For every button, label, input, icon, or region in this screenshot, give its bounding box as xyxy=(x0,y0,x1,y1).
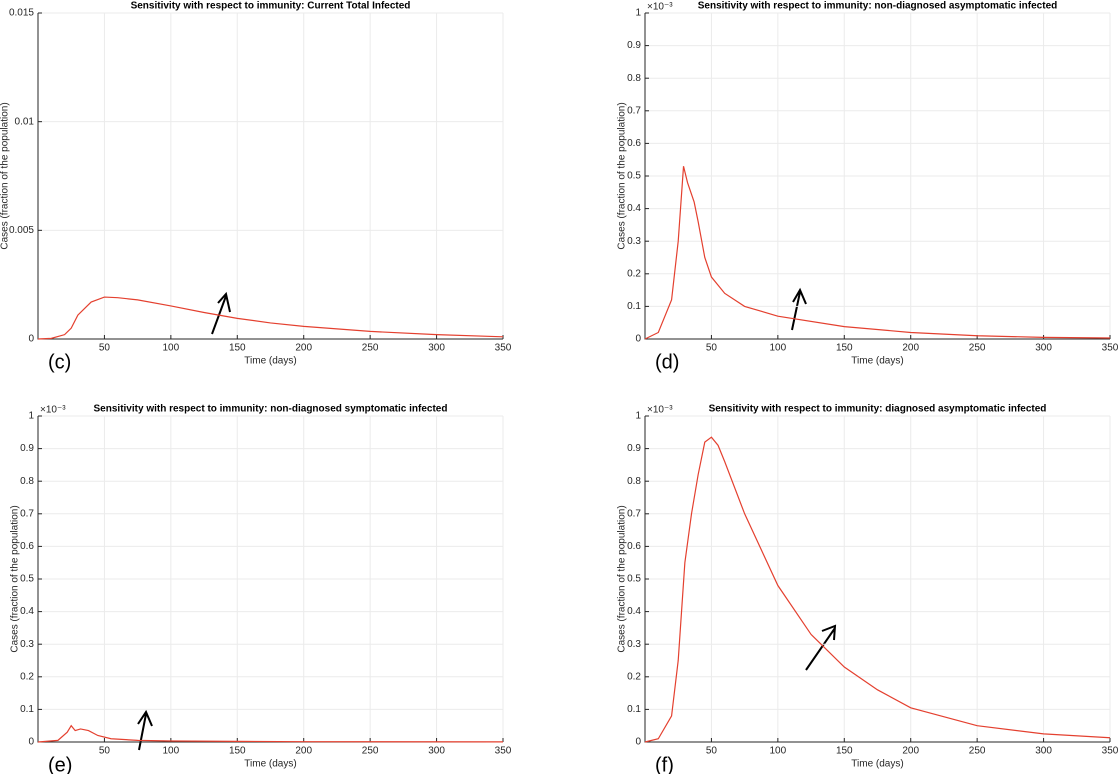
y-tick-label: 0.4 xyxy=(627,203,641,214)
chart-title: Sensitivity with respect to immunity: no… xyxy=(698,1,1058,12)
y-tick-label: 0.005 xyxy=(9,225,34,236)
y-tick-label: 1 xyxy=(635,411,641,422)
x-tick-label: 50 xyxy=(99,343,111,354)
annotation-arrows xyxy=(137,287,837,751)
x-tick-label: 150 xyxy=(229,746,246,757)
x-axis-label: Time (days) xyxy=(244,356,296,367)
x-tick-label: 250 xyxy=(362,746,379,757)
y-axis-label: Cases (fraction of the population) xyxy=(617,505,628,652)
y-tick-label: 0 xyxy=(635,334,641,345)
y-tick-label: 0.8 xyxy=(20,476,34,487)
x-tick-label: 350 xyxy=(1102,746,1118,757)
x-tick-label: 50 xyxy=(99,746,111,757)
x-tick-label: 100 xyxy=(770,343,787,354)
y-multiplier: ×10⁻³ xyxy=(647,405,673,416)
x-tick-label: 250 xyxy=(362,343,379,354)
y-tick-label: 0.9 xyxy=(627,40,641,51)
y-tick-label: 0.6 xyxy=(627,541,641,552)
x-tick-label: 250 xyxy=(969,343,986,354)
y-tick-label: 0.01 xyxy=(15,116,35,127)
y-tick-label: 0 xyxy=(635,737,641,748)
x-tick-label: 200 xyxy=(295,746,312,757)
x-tick-label: 50 xyxy=(706,746,718,757)
data-line xyxy=(644,166,1111,340)
y-tick-label: 0.3 xyxy=(627,236,641,247)
x-tick-label: 150 xyxy=(229,343,246,354)
y-tick-label: 0.1 xyxy=(20,704,34,715)
x-axis-label: Time (days) xyxy=(244,759,296,770)
y-tick-label: 0.2 xyxy=(20,671,34,682)
x-tick-label: 200 xyxy=(295,343,312,354)
panel-label: (d) xyxy=(655,351,679,373)
y-axis-label: Cases (fraction of the population) xyxy=(10,505,21,652)
data-line xyxy=(37,296,504,340)
x-axis-label: Time (days) xyxy=(851,759,903,770)
panel-label: (c) xyxy=(48,351,71,373)
y-tick-label: 0.3 xyxy=(627,639,641,650)
x-tick-label: 50 xyxy=(706,343,718,354)
y-tick-label: 0.3 xyxy=(20,639,34,650)
y-tick-label: 0.1 xyxy=(627,704,641,715)
x-axis-label: Time (days) xyxy=(851,356,903,367)
panel-label: (e) xyxy=(48,754,72,774)
x-tick-label: 250 xyxy=(969,746,986,757)
y-tick-label: 0.2 xyxy=(627,268,641,279)
x-tick-label: 350 xyxy=(495,343,512,354)
y-tick-label: 1 xyxy=(635,8,641,19)
data-line xyxy=(37,724,504,743)
y-tick-label: 0.5 xyxy=(627,574,641,585)
x-tick-label: 350 xyxy=(1102,343,1118,354)
chart-title: Sensitivity with respect to immunity: Cu… xyxy=(131,1,411,12)
y-tick-label: 0.4 xyxy=(627,606,641,617)
y-tick-label: 0.7 xyxy=(627,508,641,519)
y-tick-label: 1 xyxy=(28,411,34,422)
y-tick-label: 0.8 xyxy=(627,476,641,487)
y-tick-label: 0.6 xyxy=(627,138,641,149)
y-axis-label: Cases (fraction of the population) xyxy=(617,102,628,249)
y-tick-label: 0 xyxy=(28,737,34,748)
x-tick-label: 300 xyxy=(428,343,445,354)
x-tick-label: 350 xyxy=(495,746,512,757)
axis-line xyxy=(37,13,503,340)
y-axis-label: Cases (fraction of the population) xyxy=(0,102,11,249)
panel-label: (f) xyxy=(655,754,674,774)
x-tick-label: 150 xyxy=(836,343,853,354)
data-line xyxy=(644,436,1111,743)
y-tick-label: 0.015 xyxy=(9,8,34,19)
x-tick-label: 150 xyxy=(836,746,853,757)
chart-title: Sensitivity with respect to immunity: no… xyxy=(94,404,448,415)
y-tick-label: 0.4 xyxy=(20,606,34,617)
y-tick-label: 0.6 xyxy=(20,541,34,552)
y-tick-label: 0.9 xyxy=(20,443,34,454)
y-tick-label: 0 xyxy=(28,334,34,345)
y-multiplier: ×10⁻³ xyxy=(647,2,673,13)
x-tick-label: 300 xyxy=(1035,746,1052,757)
y-tick-label: 0.5 xyxy=(20,574,34,585)
x-tick-label: 100 xyxy=(770,746,787,757)
x-tick-label: 200 xyxy=(902,746,919,757)
chart-title: Sensitivity with respect to immunity: di… xyxy=(709,404,1047,415)
y-tick-label: 0.9 xyxy=(627,443,641,454)
arrow xyxy=(805,624,837,671)
x-tick-label: 300 xyxy=(1035,343,1052,354)
x-tick-label: 100 xyxy=(163,343,180,354)
y-tick-label: 0.1 xyxy=(627,301,641,312)
y-multiplier: ×10⁻³ xyxy=(40,405,66,416)
y-tick-label: 0.2 xyxy=(627,671,641,682)
y-tick-label: 0.5 xyxy=(627,171,641,182)
x-tick-label: 200 xyxy=(902,343,919,354)
x-tick-label: 300 xyxy=(428,746,445,757)
y-tick-label: 0.8 xyxy=(627,73,641,84)
y-tick-label: 0.7 xyxy=(20,508,34,519)
arrow xyxy=(791,287,807,331)
arrow xyxy=(137,709,153,751)
y-tick-label: 0.7 xyxy=(627,105,641,116)
x-tick-label: 100 xyxy=(163,746,180,757)
